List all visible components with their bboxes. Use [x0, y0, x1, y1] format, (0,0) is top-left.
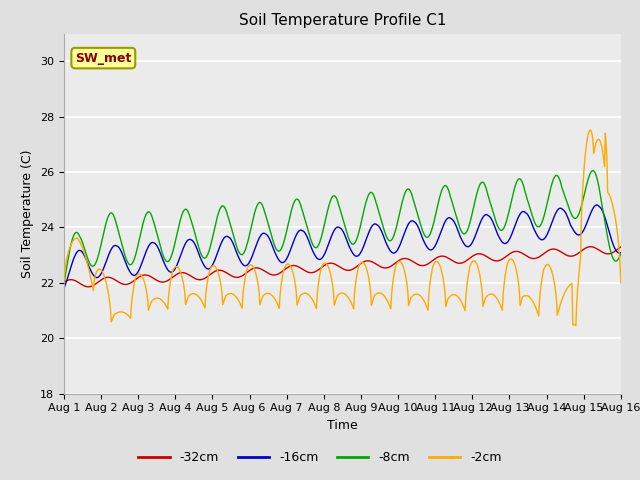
Legend: -32cm, -16cm, -8cm, -2cm: -32cm, -16cm, -8cm, -2cm	[133, 446, 507, 469]
Title: Soil Temperature Profile C1: Soil Temperature Profile C1	[239, 13, 446, 28]
Text: SW_met: SW_met	[75, 51, 131, 65]
Y-axis label: Soil Temperature (C): Soil Temperature (C)	[22, 149, 35, 278]
X-axis label: Time: Time	[327, 419, 358, 432]
